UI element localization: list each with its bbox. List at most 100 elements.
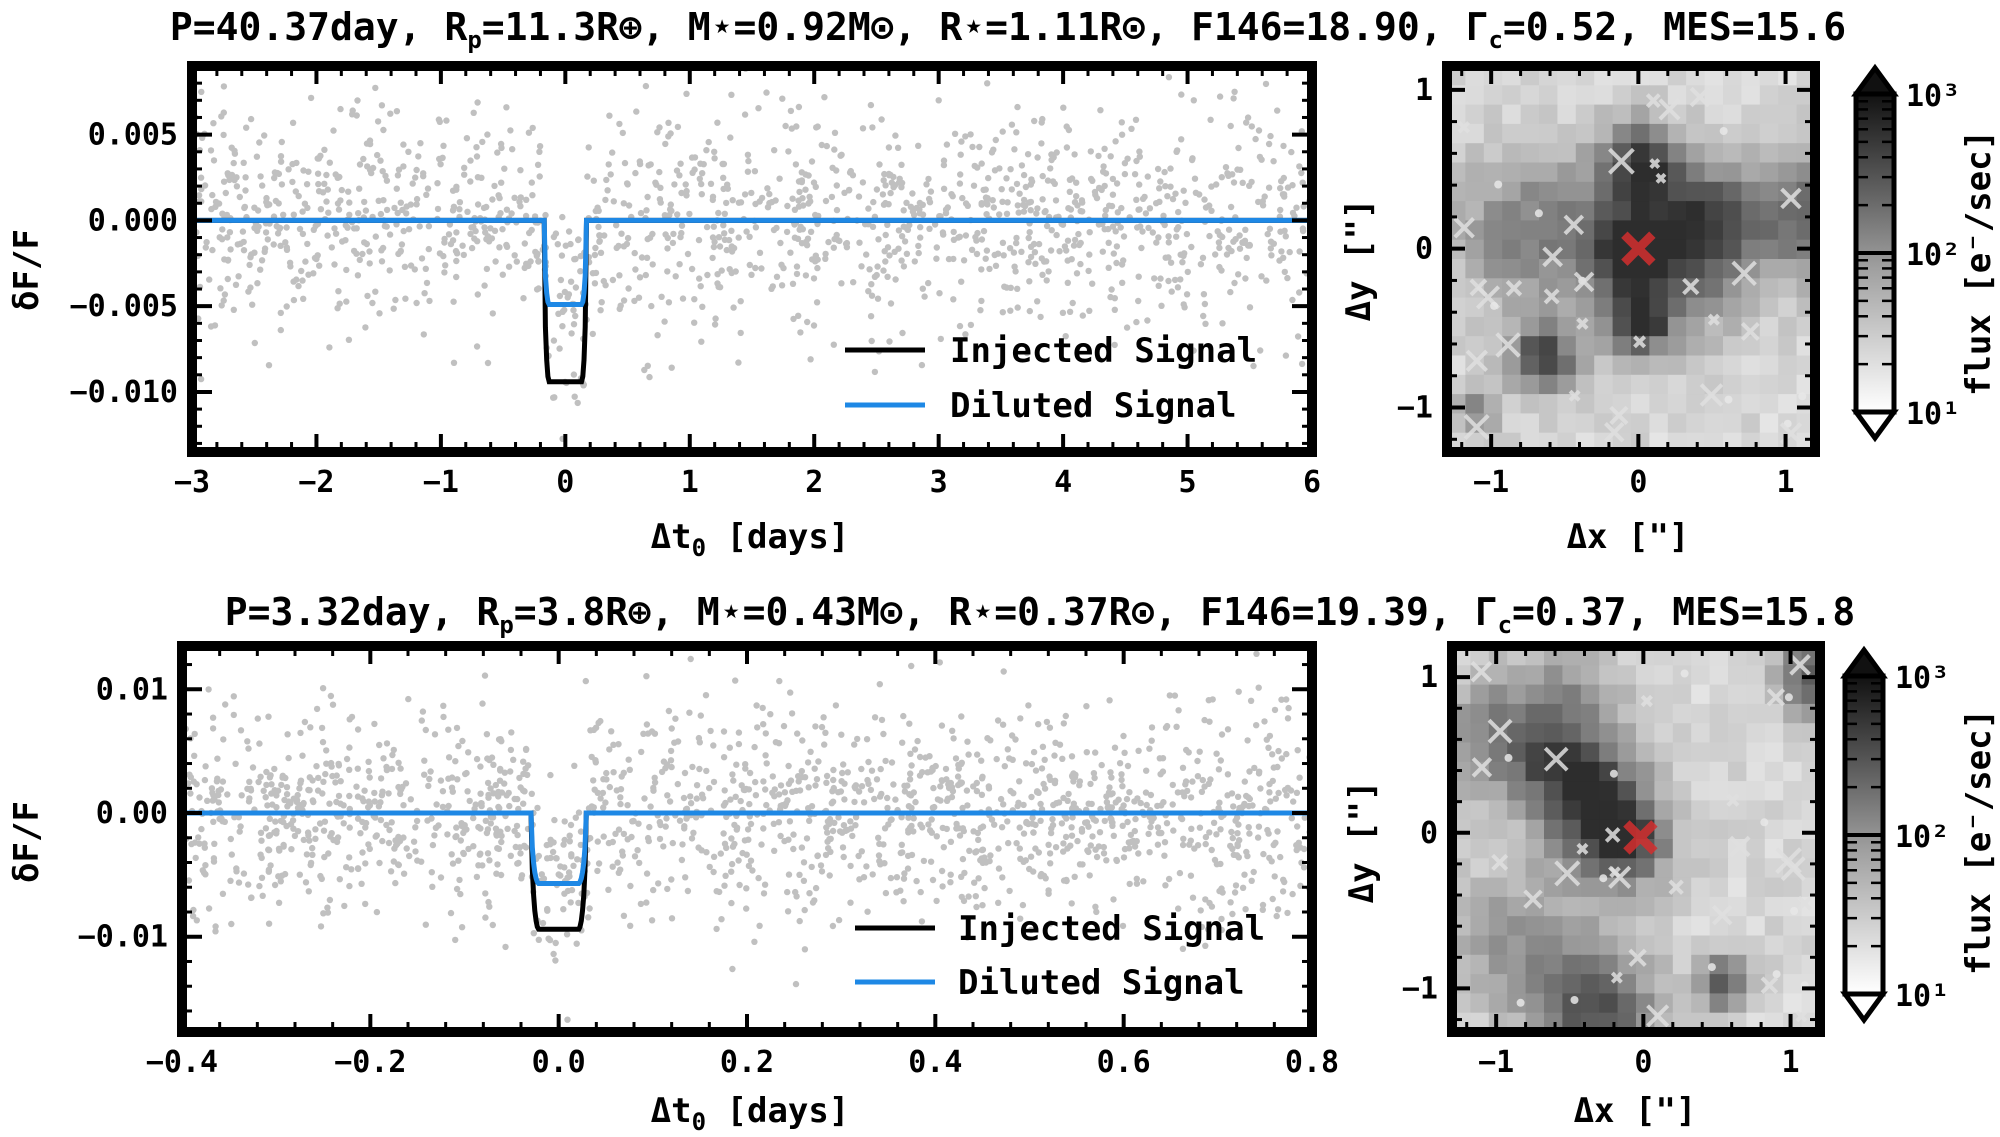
data-point xyxy=(1065,126,1073,134)
data-point xyxy=(600,833,607,840)
data-point xyxy=(1250,362,1257,370)
data-point xyxy=(1165,239,1173,246)
data-point xyxy=(507,768,514,775)
data-point xyxy=(326,344,333,351)
pixel xyxy=(1723,85,1742,106)
field-star-cross xyxy=(1542,246,1564,268)
data-point xyxy=(283,822,290,830)
data-point xyxy=(1215,766,1223,773)
data-point xyxy=(1241,778,1249,785)
data-point xyxy=(832,702,840,709)
pixel xyxy=(1783,703,1803,724)
data-point xyxy=(991,821,998,828)
pixel xyxy=(1691,974,1711,994)
data-point xyxy=(722,872,729,879)
pixel xyxy=(1672,742,1692,763)
data-point xyxy=(676,817,684,824)
data-point xyxy=(577,252,584,260)
data-point xyxy=(721,787,728,794)
x-tick-label: 5 xyxy=(1179,465,1197,500)
top-image-stamp: −1 0 110−1 Δy ["] Δx ["] xyxy=(1339,61,1820,557)
pixel xyxy=(1465,85,1485,106)
pixel xyxy=(1667,394,1687,414)
data-point xyxy=(720,728,728,735)
data-point xyxy=(394,209,401,217)
data-point xyxy=(937,797,944,804)
data-point xyxy=(906,221,913,229)
data-point xyxy=(257,851,264,858)
data-point xyxy=(539,919,547,927)
field-star-dot xyxy=(1790,907,1799,915)
data-point xyxy=(1243,254,1250,262)
data-point xyxy=(209,725,217,732)
pixel xyxy=(1709,800,1729,821)
data-point xyxy=(511,252,518,259)
data-point xyxy=(1026,199,1033,206)
data-point xyxy=(400,870,408,877)
data-point xyxy=(516,774,523,782)
data-point xyxy=(1188,825,1195,832)
data-point xyxy=(1092,191,1099,198)
data-point xyxy=(497,765,504,773)
pixel xyxy=(1764,896,1784,917)
data-point xyxy=(262,825,270,832)
data-point xyxy=(565,228,573,235)
data-point xyxy=(743,885,750,892)
data-point xyxy=(784,888,791,896)
data-point xyxy=(591,786,598,793)
data-point xyxy=(289,817,297,824)
data-point xyxy=(383,821,390,829)
pixel xyxy=(1594,355,1614,376)
data-point xyxy=(364,292,371,300)
pixel xyxy=(1746,761,1766,782)
data-point xyxy=(552,230,560,237)
pixel xyxy=(1631,374,1650,395)
data-point xyxy=(395,759,402,766)
data-point xyxy=(277,326,284,334)
data-point xyxy=(919,824,926,831)
pixel xyxy=(1631,355,1650,376)
data-point xyxy=(1299,225,1307,232)
data-point xyxy=(1137,799,1144,807)
data-point xyxy=(1277,185,1284,192)
data-point xyxy=(264,802,271,809)
data-point xyxy=(1218,915,1225,923)
data-point xyxy=(678,229,685,237)
field-star-cross xyxy=(1608,147,1635,175)
data-point xyxy=(1007,307,1014,314)
pixel xyxy=(1649,123,1669,144)
data-point xyxy=(1009,756,1016,763)
data-point xyxy=(473,144,480,151)
data-point xyxy=(830,244,837,251)
pixel xyxy=(1507,839,1527,859)
pixel xyxy=(1709,839,1729,859)
pixel xyxy=(1704,259,1724,279)
field-star-cross xyxy=(1729,835,1751,858)
pixel xyxy=(1488,703,1508,724)
data-point xyxy=(822,250,829,258)
data-point xyxy=(898,814,905,821)
pixel xyxy=(1483,123,1503,144)
data-point xyxy=(606,112,613,119)
data-point xyxy=(1133,318,1140,326)
pixel xyxy=(1631,201,1650,221)
data-point xyxy=(637,900,645,908)
data-point xyxy=(807,228,815,235)
pixel xyxy=(1667,123,1687,144)
data-point xyxy=(613,222,620,229)
data-point xyxy=(1151,275,1158,282)
pixel xyxy=(1636,723,1655,744)
pixel xyxy=(1525,916,1545,937)
data-point xyxy=(852,822,859,829)
field-star-cross xyxy=(1633,335,1647,349)
pixel xyxy=(1488,781,1508,801)
pixel xyxy=(1686,162,1706,183)
data-point xyxy=(1148,737,1155,744)
data-point xyxy=(340,820,347,827)
data-point xyxy=(1068,256,1075,263)
data-point xyxy=(489,310,496,317)
data-point xyxy=(868,337,875,345)
data-point xyxy=(885,144,893,151)
pixel xyxy=(1672,974,1692,994)
pixel xyxy=(1709,974,1729,994)
